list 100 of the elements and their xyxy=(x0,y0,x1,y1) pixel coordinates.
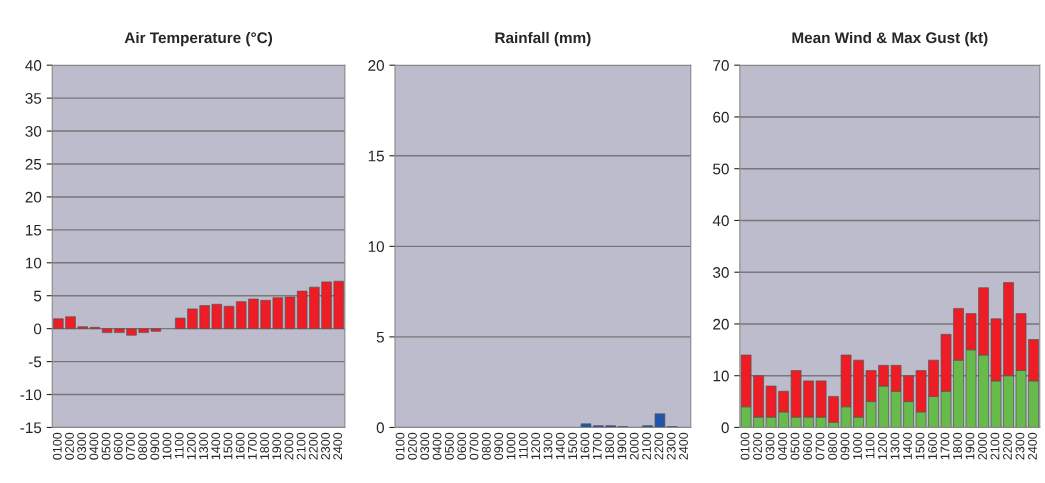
x-tick-label: 2000 xyxy=(284,432,294,460)
y-tick-label: 30 xyxy=(25,125,42,137)
x-tick-label: 2100 xyxy=(990,432,1000,460)
x-tick-label: 0100 xyxy=(395,432,405,460)
y-tick-label: 30 xyxy=(713,267,729,278)
x-tick-label: 0600 xyxy=(113,432,123,460)
x-tick-label: 1700 xyxy=(592,432,602,460)
y-tick-label: -5 xyxy=(28,356,42,368)
x-tick-label: 1400 xyxy=(903,432,912,460)
y-tick-label: 60 xyxy=(713,111,729,123)
x-tick-label: 0300 xyxy=(420,432,430,460)
chart-title: Air Temperature (°C) xyxy=(124,31,273,47)
y-tick-label: 20 xyxy=(368,60,384,71)
x-tick-label: 1800 xyxy=(953,432,962,460)
x-tick-label: 0500 xyxy=(790,432,800,460)
x-tick-label: 0500 xyxy=(101,432,111,460)
x-tick-label: 1900 xyxy=(272,432,282,460)
y-tick-label: 0 xyxy=(721,422,729,434)
x-tick-label: 0800 xyxy=(481,432,491,460)
x-tick-label: 1200 xyxy=(531,432,541,460)
x-tick-label: 1500 xyxy=(915,432,925,460)
x-tick-label: 1500 xyxy=(223,432,233,460)
y-tick-label: 20 xyxy=(25,191,42,203)
y-tick-label: 25 xyxy=(25,158,42,170)
x-tick-label: 2100 xyxy=(296,432,306,460)
y-tick-label: 35 xyxy=(25,93,42,104)
x-tick-label: 1600 xyxy=(928,432,937,460)
x-tick-label: 1000 xyxy=(853,432,862,460)
x-tick-label: 2200 xyxy=(308,432,318,460)
x-tick-label: 0200 xyxy=(65,432,74,460)
y-tick-label: 0 xyxy=(33,323,42,335)
x-tick-label: 0200 xyxy=(408,432,417,460)
x-tick-label: 0700 xyxy=(815,432,825,460)
x-tick-label: 0600 xyxy=(457,432,467,460)
y-tick-label: 0 xyxy=(376,422,384,434)
y-tick-label: 10 xyxy=(26,257,42,269)
x-tick-label: 1100 xyxy=(865,432,875,459)
x-tick-label: 1500 xyxy=(568,432,578,460)
x-tick-label: 1600 xyxy=(235,432,245,460)
x-tick-label: 0700 xyxy=(469,432,479,460)
x-tick-label: 0900 xyxy=(840,432,850,460)
y-tick-label: 20 xyxy=(713,318,729,330)
x-tick-label: 0900 xyxy=(494,432,504,460)
x-tick-label: 0600 xyxy=(803,432,812,460)
x-tick-label: 2200 xyxy=(654,432,664,460)
x-tick-label: 1200 xyxy=(186,432,196,460)
x-tick-label: 2100 xyxy=(642,432,651,460)
x-tick-label: 2400 xyxy=(1028,432,1037,460)
y-tick-label: 50 xyxy=(713,163,729,175)
x-tick-label: 2300 xyxy=(666,432,676,460)
chart-title: Mean Wind & Max Gust (kt) xyxy=(792,31,988,47)
y-tick-label: 10 xyxy=(713,370,729,382)
x-tick-label: 0100 xyxy=(52,432,62,460)
x-tick-label: 1000 xyxy=(506,432,516,460)
y-tick-label: -15 xyxy=(20,422,42,434)
x-tick-label: 1800 xyxy=(260,432,269,460)
chart-title: Rainfall (mm) xyxy=(495,31,591,47)
x-tick-label: 1300 xyxy=(543,432,553,460)
x-tick-label: 1900 xyxy=(965,432,975,460)
x-tick-label: 1800 xyxy=(605,432,615,460)
x-tick-label: 1700 xyxy=(940,432,950,460)
x-tick-label: 1100 xyxy=(518,432,528,459)
x-tick-label: 1200 xyxy=(878,432,887,460)
y-tick-label: 15 xyxy=(368,150,384,162)
x-tick-label: 0400 xyxy=(432,432,442,460)
y-tick-label: 70 xyxy=(713,60,729,71)
x-tick-label: 2400 xyxy=(333,432,343,460)
x-tick-label: 0700 xyxy=(126,432,135,460)
x-tick-label: 1700 xyxy=(247,432,257,460)
x-tick-label: 0200 xyxy=(753,432,762,460)
x-tick-label: 0800 xyxy=(138,432,148,460)
x-tick-label: 1600 xyxy=(580,432,590,460)
x-tick-label: 1000 xyxy=(162,432,172,460)
x-tick-label: 1400 xyxy=(555,432,565,460)
x-tick-label: 0500 xyxy=(444,432,454,460)
x-tick-label: 0900 xyxy=(150,432,160,460)
x-tick-label: 0300 xyxy=(765,432,775,460)
x-tick-label: 1900 xyxy=(617,432,627,460)
x-tick-label: 0400 xyxy=(778,432,787,460)
y-tick-label: 10 xyxy=(368,241,384,253)
y-tick-label: 40 xyxy=(25,60,42,71)
y-tick-label: 15 xyxy=(26,224,42,236)
x-tick-label: 2300 xyxy=(321,432,330,460)
x-tick-label: 0800 xyxy=(828,432,837,460)
y-tick-label: 5 xyxy=(376,331,384,343)
x-tick-label: 2000 xyxy=(978,432,987,460)
x-tick-label: 0100 xyxy=(740,432,750,460)
x-tick-label: 2200 xyxy=(1003,432,1012,460)
y-tick-label: -10 xyxy=(20,389,42,401)
x-tick-label: 1100 xyxy=(174,432,184,459)
x-tick-label: 0300 xyxy=(77,432,87,460)
y-tick-label: 40 xyxy=(712,215,729,227)
x-tick-label: 2400 xyxy=(679,432,688,460)
x-tick-label: 2300 xyxy=(1015,432,1025,460)
x-tick-label: 1300 xyxy=(890,432,900,460)
x-tick-label: 1300 xyxy=(199,432,208,460)
x-tick-label: 1400 xyxy=(211,432,221,460)
y-tick-label: 5 xyxy=(33,290,42,302)
x-tick-label: 2000 xyxy=(629,432,639,460)
x-tick-label: 0400 xyxy=(89,432,99,460)
